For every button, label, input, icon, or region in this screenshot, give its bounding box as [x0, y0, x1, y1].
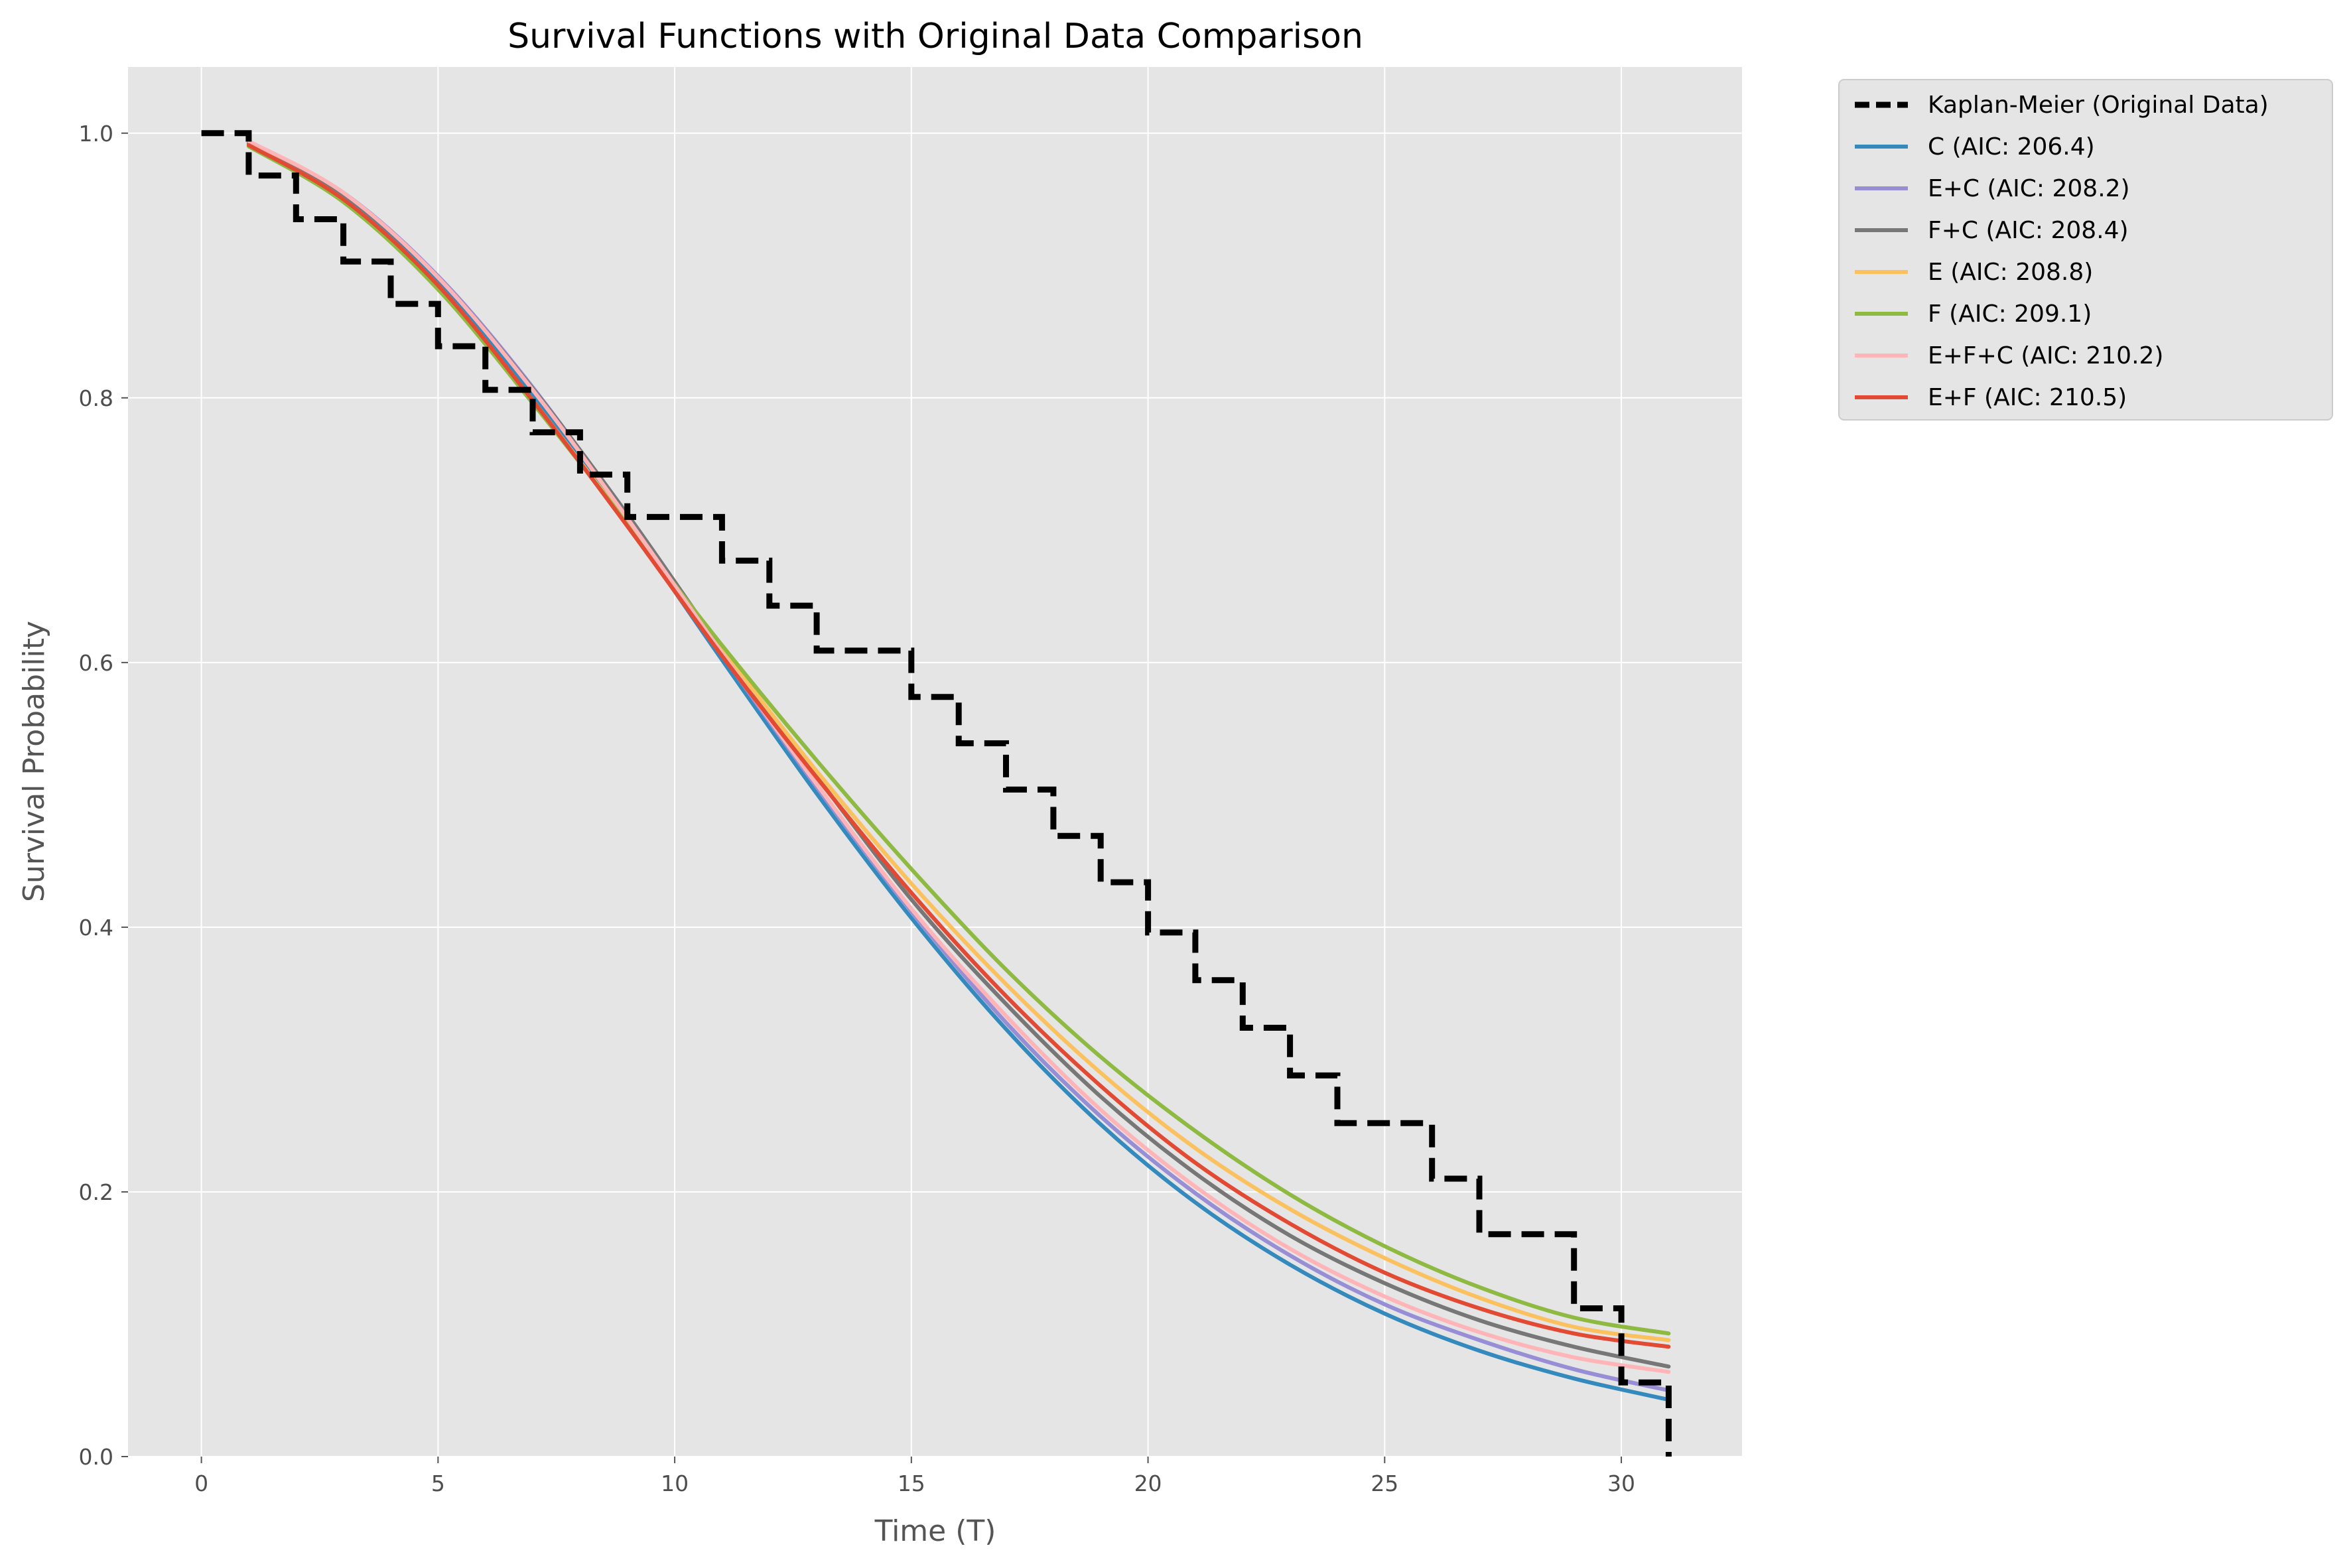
x-tick-label: 5: [431, 1470, 445, 1496]
x-tick-label: 30: [1607, 1470, 1635, 1496]
y-axis-label: Survival Probability: [17, 621, 51, 902]
x-axis-ticks: 0 5 10 15 20 25 30: [194, 1457, 1635, 1496]
x-tick-label: 20: [1134, 1470, 1162, 1496]
legend-box: [1838, 79, 2333, 421]
legend-entry-6: E+F+C (AIC: 210.2): [1928, 342, 2163, 369]
series-line-5: [246, 139, 1671, 1374]
legend-entry-5: F (AIC: 209.1): [1928, 300, 2092, 328]
legend-entry-2: E+C (AIC: 208.2): [1928, 175, 2130, 202]
chart-title: Survival Functions with Original Data Co…: [507, 17, 1363, 56]
kaplan-meier-line: [201, 130, 1672, 1457]
x-axis-label: Time (T): [874, 1514, 996, 1548]
y-tick-label: 0.6: [79, 650, 113, 676]
x-tick-label: 10: [661, 1470, 689, 1496]
y-tick-label: 1.0: [79, 121, 113, 147]
model-curves: [246, 139, 1671, 1402]
legend: Kaplan-Meier (Original Data) C (AIC: 206.…: [1838, 79, 2333, 421]
y-tick-label: 0.8: [79, 385, 113, 411]
legend-entry-7: E+F (AIC: 210.5): [1928, 384, 2127, 411]
series-line-6: [246, 143, 1671, 1349]
y-tick-label: 0.0: [79, 1444, 113, 1470]
y-tick-label: 0.4: [79, 915, 113, 941]
series-line-0: [246, 141, 1671, 1402]
series-line-4: [246, 144, 1671, 1336]
y-axis-ticks: 0.0 0.2 0.4 0.6 0.8 1.0: [79, 121, 128, 1470]
plot-background: [128, 67, 1742, 1457]
y-tick-label: 0.2: [79, 1179, 113, 1205]
grid-lines: [128, 67, 1742, 1457]
x-tick-label: 15: [898, 1470, 925, 1496]
x-tick-label: 0: [194, 1470, 208, 1496]
legend-entry-3: F+C (AIC: 208.4): [1928, 217, 2129, 244]
x-tick-label: 25: [1371, 1470, 1398, 1496]
kaplan-meier-layer: [201, 130, 1672, 1457]
legend-entry-0: Kaplan-Meier (Original Data): [1928, 92, 2269, 119]
legend-entry-4: E (AIC: 208.8): [1928, 259, 2093, 286]
legend-entry-1: C (AIC: 206.4): [1928, 133, 2095, 161]
